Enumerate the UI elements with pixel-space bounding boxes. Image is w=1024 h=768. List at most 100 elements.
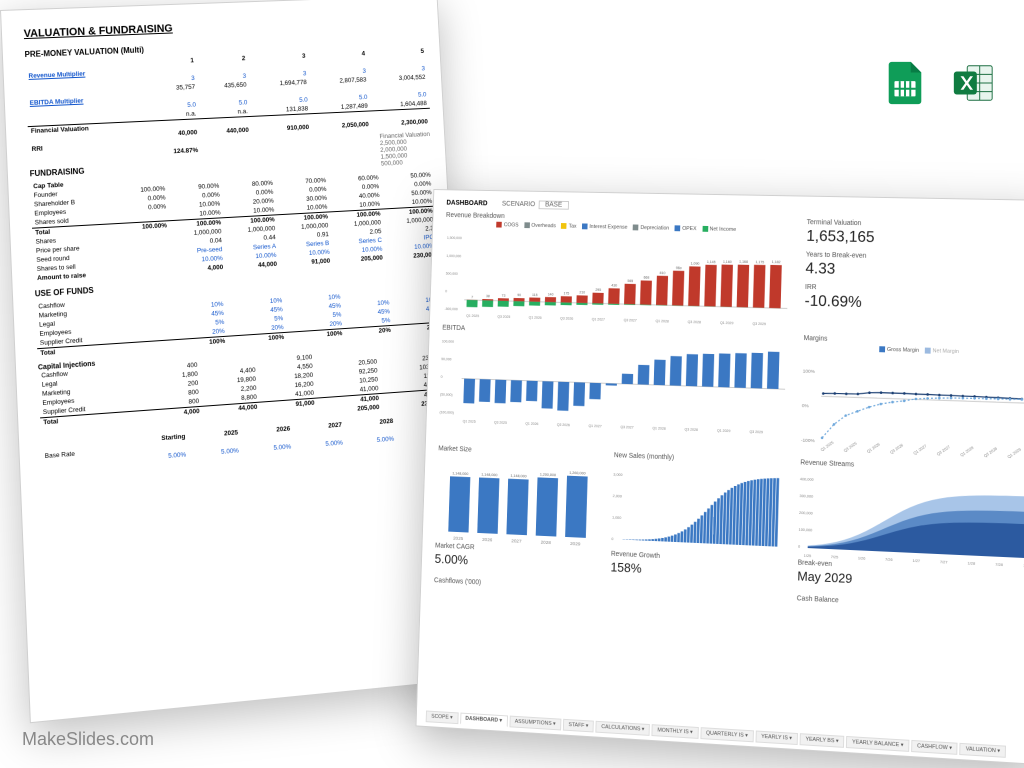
svg-text:Q3 2026: Q3 2026 [889, 442, 904, 455]
margins-card: Margins Gross MarginNet Margin 100%0%-10… [801, 336, 1024, 463]
svg-text:960: 960 [676, 266, 682, 270]
svg-text:Q1 2025: Q1 2025 [820, 440, 835, 453]
svg-text:0: 0 [611, 536, 613, 541]
tab-assumptions[interactable]: ASSUMPTIONS ▾ [509, 716, 561, 731]
svg-text:100,000: 100,000 [799, 527, 813, 533]
svg-text:810: 810 [660, 271, 666, 275]
svg-text:Q3 2025: Q3 2025 [494, 421, 507, 425]
svg-text:1/26: 1/26 [858, 555, 866, 560]
svg-text:0: 0 [445, 290, 447, 294]
svg-text:0%: 0% [802, 403, 810, 409]
tab-scope[interactable]: SCOPE ▾ [426, 710, 459, 724]
new-sales-chart: 3,000 2,000 1,000 0 [611, 461, 783, 557]
svg-text:0: 0 [798, 543, 800, 548]
ebitda-chart: Q1 2025 Q3 2025 Q1 2026 Q3 2026 Q1 2027 Q3 20… [439, 334, 786, 436]
svg-text:1,168: 1,168 [739, 260, 748, 264]
margins-chart: 100% 0% -100% Q1 2025 Q3 2025 Q1 2026 Q3 2026 Q… [801, 353, 1024, 461]
svg-text:1,260,000: 1,260,000 [569, 470, 585, 476]
svg-text:Q1 2027: Q1 2027 [588, 424, 601, 428]
svg-text:7/26: 7/26 [885, 556, 893, 562]
svg-text:Q3 2027: Q3 2027 [624, 319, 637, 323]
svg-text:100,000: 100,000 [442, 340, 454, 344]
tab-yearly-is[interactable]: YEARLY IS ▾ [755, 730, 798, 745]
tab-quarterly-is[interactable]: QUARTERLY IS ▾ [700, 727, 754, 742]
svg-text:1,000: 1,000 [612, 514, 621, 519]
svg-text:1/28: 1/28 [968, 560, 976, 566]
side-chart-hint: Financial Valuation 2,500,000 2,000,000 … [379, 129, 473, 167]
tab-yearly-balance[interactable]: YEARLY BALANCE ▾ [846, 736, 909, 752]
svg-text:300,000: 300,000 [799, 493, 813, 499]
svg-text:2028: 2028 [541, 540, 552, 546]
valuation-spreadsheet: VALUATION & FUNDRAISING PRE-MONEY VALUAT… [0, 0, 475, 723]
tab-cashflow[interactable]: CASHFLOW ▾ [911, 740, 958, 755]
svg-text:295: 295 [595, 288, 601, 292]
svg-text:Q1 2028: Q1 2028 [655, 320, 668, 324]
svg-text:210: 210 [579, 291, 585, 295]
cap-table: Cap TableFounder100.00%90.00%80.00%70.00… [30, 162, 438, 283]
svg-text:Q1 2025: Q1 2025 [463, 420, 476, 424]
tab-dashboard[interactable]: DASHBOARD ▾ [460, 713, 508, 728]
svg-text:1,148,000: 1,148,000 [452, 470, 468, 476]
svg-text:430: 430 [611, 284, 617, 288]
svg-text:400,000: 400,000 [800, 476, 814, 482]
svg-text:500,000: 500,000 [446, 272, 458, 276]
svg-text:Q1 2026: Q1 2026 [525, 422, 538, 426]
revenue-streams-card: Revenue Streams 400,000300,000200,000100… [797, 459, 1024, 600]
dashboard-spreadsheet: DASHBOARD SCENARIO BASE Revenue Breakdow… [416, 189, 1024, 765]
premoney-table: 12345 Revenue Multiplier 33333 35,757435… [25, 47, 432, 163]
svg-text:Q3 2025: Q3 2025 [843, 440, 858, 453]
svg-text:1,148,000: 1,148,000 [481, 472, 497, 478]
svg-text:2027: 2027 [511, 538, 522, 544]
svg-text:38: 38 [486, 295, 490, 299]
google-sheets-icon [882, 60, 928, 106]
app-icons [882, 60, 996, 106]
svg-text:(100,000): (100,000) [439, 411, 453, 415]
svg-text:Q1 2029: Q1 2029 [1006, 447, 1021, 460]
svg-text:668: 668 [643, 276, 649, 280]
svg-text:Q3 2028: Q3 2028 [685, 428, 698, 433]
tab-staff[interactable]: STAFF ▾ [563, 719, 594, 733]
revenue-breakdown-chart: 73873901151401752102954305656688109601,0… [443, 229, 790, 327]
svg-text:3,000: 3,000 [613, 472, 622, 477]
svg-text:100%: 100% [803, 368, 816, 375]
svg-text:Q3 2028: Q3 2028 [688, 320, 701, 324]
svg-text:Q3 2027: Q3 2027 [620, 426, 633, 431]
svg-text:-100%: -100% [801, 437, 816, 444]
ebitda-card: EBITDA Q1 2025Q3 2025Q1 2026Q3 2026Q1 20… [439, 325, 787, 453]
svg-text:2026: 2026 [482, 537, 493, 543]
tab-yearly-bs[interactable]: YEARLY BS ▾ [800, 733, 845, 748]
svg-text:Q1 2026: Q1 2026 [529, 316, 542, 320]
svg-text:Q1 2028: Q1 2028 [959, 445, 974, 458]
svg-text:7/28: 7/28 [995, 561, 1003, 567]
tab-calculations[interactable]: CALCULATIONS ▾ [596, 721, 651, 736]
svg-text:1,000,000: 1,000,000 [446, 254, 461, 258]
revenue-breakdown-card: Revenue Breakdown COGS Overheads Tax Int… [443, 212, 790, 329]
watermark: MakeSlides.com [22, 729, 154, 750]
svg-text:175: 175 [564, 292, 570, 296]
svg-text:Q1 2028: Q1 2028 [652, 427, 665, 432]
svg-text:7/27: 7/27 [940, 559, 948, 565]
tab-monthly-is[interactable]: MONTHLY IS ▾ [652, 724, 699, 739]
svg-text:7: 7 [471, 295, 473, 299]
svg-text:50,000: 50,000 [441, 357, 451, 361]
svg-text:Q3 2025: Q3 2025 [497, 315, 510, 319]
svg-text:-500,000: -500,000 [445, 307, 458, 311]
svg-text:Q1 2029: Q1 2029 [720, 321, 734, 325]
svg-text:1,160: 1,160 [723, 260, 732, 264]
svg-text:Q1 2027: Q1 2027 [592, 318, 605, 322]
svg-text:1,500,000: 1,500,000 [447, 236, 462, 240]
svg-text:200,000: 200,000 [799, 510, 813, 516]
svg-text:1,148,000: 1,148,000 [510, 473, 526, 479]
svg-text:2,000: 2,000 [613, 493, 622, 498]
svg-text:Q3 2026: Q3 2026 [557, 423, 570, 427]
svg-text:Q3 2027: Q3 2027 [936, 444, 951, 457]
svg-text:7/25: 7/25 [831, 554, 839, 559]
tab-valuation[interactable]: VALUATION ▾ [960, 743, 1006, 758]
svg-text:140: 140 [548, 293, 554, 297]
svg-text:Q1 2026: Q1 2026 [866, 441, 881, 454]
sheet-tabs[interactable]: SCOPE ▾DASHBOARD ▾ASSUMPTIONS ▾STAFF ▾CA… [426, 710, 1024, 759]
svg-text:0: 0 [441, 375, 443, 379]
svg-text:1/27: 1/27 [912, 558, 920, 564]
market-size-card: Market Size 1,148,00020251,148,00020261,… [434, 445, 603, 579]
svg-text:Q1 2027: Q1 2027 [912, 443, 927, 456]
